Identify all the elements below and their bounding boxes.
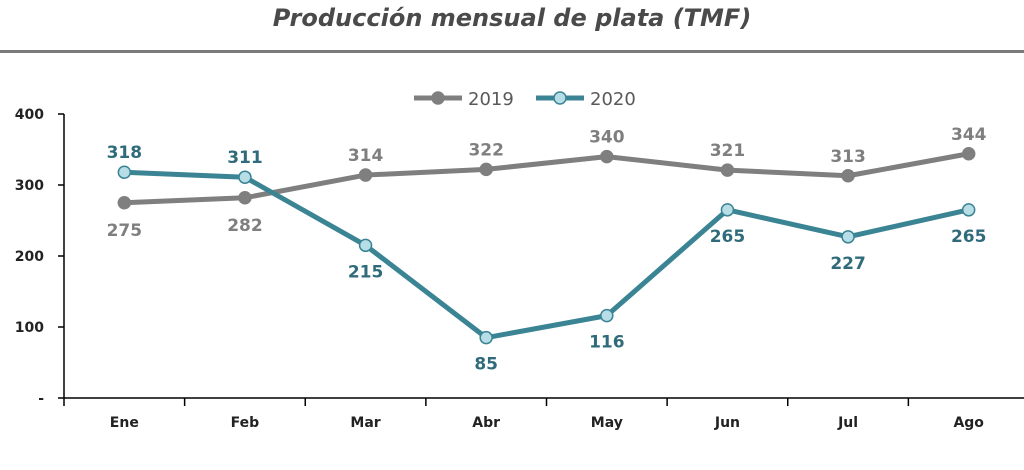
- legend-label: 2019: [468, 89, 514, 110]
- data-label-2020: 265: [710, 227, 746, 247]
- legend-item-2019: 2019: [414, 89, 514, 110]
- x-tick-label: Jun: [714, 415, 740, 431]
- data-label-2019: 314: [348, 146, 384, 166]
- data-label-2020: 311: [227, 148, 263, 168]
- data-point-2020: [117, 165, 132, 179]
- x-tick-label: Feb: [231, 415, 260, 431]
- y-tick-label: -: [38, 391, 44, 407]
- data-point-2019: [841, 169, 855, 183]
- legend-marker: [431, 91, 445, 105]
- data-point-2019: [238, 191, 252, 205]
- data-label-2019: 321: [710, 141, 746, 161]
- chart-title: Producción mensual de plata (TMF): [272, 4, 752, 32]
- legend-item-2020: 2020: [536, 89, 636, 110]
- data-label-2019: 340: [589, 128, 625, 148]
- x-tick-label: Abr: [472, 415, 500, 431]
- data-point-2019: [961, 147, 976, 161]
- series-line-2020: [121, 169, 972, 341]
- y-tick-label: 200: [15, 249, 44, 265]
- data-label-2020: 227: [830, 254, 866, 274]
- data-label-2019: 344: [951, 125, 987, 145]
- data-point-2020: [238, 170, 252, 184]
- data-point-2020: [479, 330, 493, 345]
- data-label-2020: 265: [951, 227, 987, 247]
- data-point-2019: [720, 163, 735, 177]
- data-point-2020: [720, 203, 735, 217]
- data-point-2020: [600, 308, 614, 323]
- x-tick-label: May: [591, 415, 623, 431]
- data-label-2020: 318: [107, 143, 143, 163]
- data-label-2020: 215: [348, 262, 384, 282]
- data-point-2020: [961, 203, 976, 217]
- x-tick-label: Mar: [350, 415, 380, 431]
- legend-label: 2020: [590, 89, 636, 110]
- y-tick-label: 100: [15, 320, 44, 336]
- data-point-2019: [117, 196, 132, 210]
- legend-marker: [553, 91, 567, 105]
- data-label-2019: 322: [468, 140, 504, 160]
- data-label-2019: 313: [830, 147, 866, 167]
- data-label-2019: 282: [227, 216, 263, 236]
- y-tick-label: 300: [15, 178, 44, 194]
- data-point-2020: [358, 238, 373, 253]
- series-line-2019: [121, 151, 972, 206]
- data-point-2019: [600, 149, 614, 164]
- data-label-2020: 85: [474, 355, 498, 375]
- data-label-2019: 275: [107, 221, 143, 241]
- x-tick-label: Ago: [953, 415, 984, 431]
- data-point-2020: [841, 230, 855, 244]
- data-label-2020: 116: [589, 333, 625, 353]
- data-point-2019: [479, 162, 493, 177]
- x-tick-label: Ene: [110, 415, 139, 431]
- y-tick-label: 400: [15, 107, 44, 123]
- x-tick-label: Jul: [837, 415, 858, 431]
- data-point-2019: [358, 168, 373, 182]
- title-divider: [0, 50, 1024, 53]
